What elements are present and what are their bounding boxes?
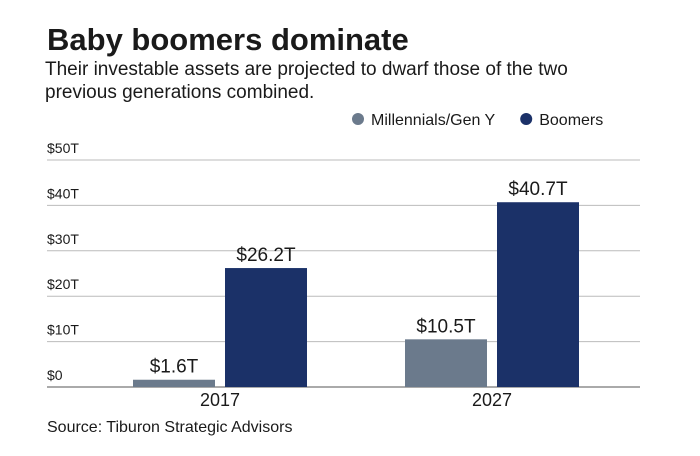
source: Source: Tiburon Strategic Advisors	[47, 419, 292, 436]
y-tick-label: $50T	[47, 140, 79, 156]
y-tick-label: $0	[47, 367, 63, 383]
legend-swatch	[520, 113, 533, 125]
chart-subtitle: Their investable assets are projected to…	[45, 59, 568, 103]
bar	[405, 339, 487, 387]
bar	[133, 379, 215, 387]
subtitle-box: Their investable assets are projected to…	[45, 59, 568, 103]
y-tick-label: $30T	[47, 231, 79, 247]
x-tick-label: 2027	[472, 390, 512, 410]
legend-label: Boomers	[539, 112, 603, 129]
value-label: $40.7T	[508, 179, 568, 200]
value-label: $10.5T	[416, 316, 476, 337]
value-label: $26.2T	[236, 245, 296, 266]
bar	[225, 268, 307, 387]
bar	[497, 202, 579, 387]
y-tick-label: $10T	[47, 322, 79, 338]
legend-swatch	[352, 113, 364, 125]
value-label: $1.6T	[150, 357, 199, 378]
y-tick-label: $20T	[47, 276, 79, 292]
y-tick-label: $40T	[47, 185, 79, 201]
legend-label: Millennials/Gen Y	[371, 112, 496, 129]
x-tick-label: 2017	[200, 390, 240, 410]
chart-title: Baby boomers dominate	[47, 22, 409, 57]
